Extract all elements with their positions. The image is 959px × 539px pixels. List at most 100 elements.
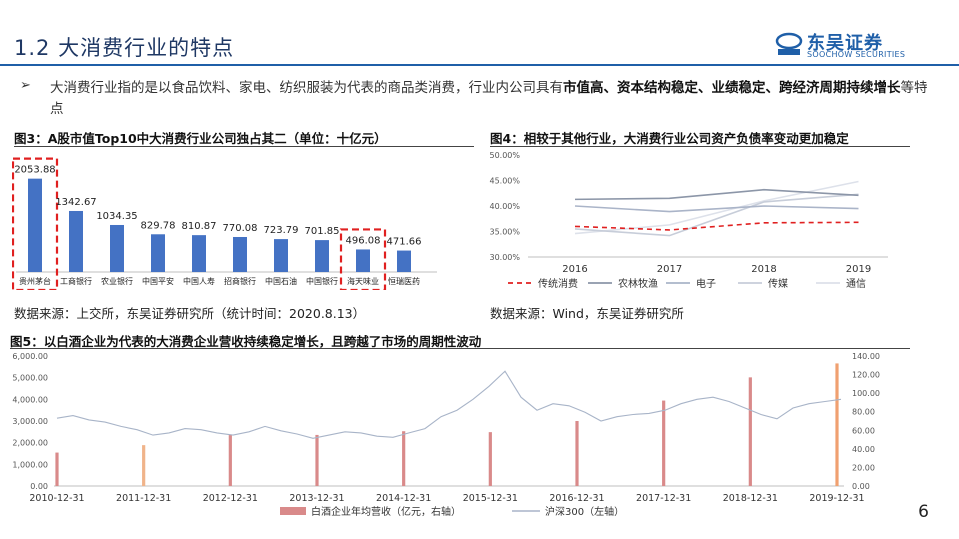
fig5-right-tick-label: 20.00 xyxy=(852,463,875,472)
fig3-value-label: 829.78 xyxy=(141,220,176,231)
fig3-source: 数据来源：上交所，东吴证券研究所（统计时间：2020.8.13） xyxy=(14,306,366,321)
fig3-title-underline xyxy=(14,146,474,147)
logo-text-cn: 东吴证券 xyxy=(807,33,883,54)
fig5-bar xyxy=(662,400,666,486)
fig5-left-tick-label: 1,000.00 xyxy=(12,460,48,469)
fig5-bar xyxy=(315,434,319,486)
fig4-source: 数据来源：Wind，东吴证券研究所 xyxy=(490,306,684,321)
fig5-chart: 6,000.00 5,000.00 4,000.00 3,000.00 2,000.00… xyxy=(12,352,880,518)
fig5-legend-line-label: 沪深300（左轴） xyxy=(545,505,624,518)
fig4-ytick-label: 50.00% xyxy=(489,151,520,160)
fig4-series-line xyxy=(574,221,859,231)
fig5-xtick-label: 2012-12-31 xyxy=(203,493,258,504)
fig3-category-label: 中国平安 xyxy=(142,276,174,286)
fig5-legend-bar-label: 白酒企业年均营收（亿元，右轴） xyxy=(311,505,461,518)
fig5-bar xyxy=(55,452,59,486)
fig3-value-label: 770.08 xyxy=(223,223,258,234)
fig5-left-tick-label: 6,000.00 xyxy=(12,352,48,361)
logo-text-en: SOOCHOW SECURITIES xyxy=(807,50,906,59)
fig4-series-line xyxy=(574,205,859,213)
fig3-value-label: 1342.67 xyxy=(55,197,96,208)
fig5-xtick-label: 2019-12-31 xyxy=(809,493,864,504)
fig4-legend-label: 传媒 xyxy=(768,278,788,290)
fig5-bar xyxy=(835,363,839,486)
fig3-category-label: 中国银行 xyxy=(306,276,338,286)
fig3-category-label: 中国人寿 xyxy=(183,276,215,286)
logo-mark-icon xyxy=(775,32,803,55)
fig4-xtick-label: 2019 xyxy=(846,264,871,275)
fig5-right-tick-label: 80.00 xyxy=(852,408,875,417)
fig5-bar xyxy=(142,445,146,486)
fig3-bar xyxy=(110,224,124,272)
fig5-bar xyxy=(228,434,232,486)
fig3-category-label: 招商银行 xyxy=(224,276,256,286)
fig5-left-tick-label: 5,000.00 xyxy=(12,374,48,383)
fig4-ytick-label: 45.00% xyxy=(489,177,520,186)
fig3-category-label: 恒瑞医药 xyxy=(388,276,420,286)
fig4-legend-label: 传统消费 xyxy=(538,277,578,290)
fig4-xtick-label: 2017 xyxy=(657,264,682,275)
fig5-xtick-label: 2013-12-31 xyxy=(289,493,344,504)
intro-text: 大消费行业指的是以食品饮料、家电、纺织服装为代表的商品类消费，行业内公司具有 xyxy=(50,80,563,96)
fig3-highlight-box xyxy=(339,228,387,290)
fig5-xtick-label: 2018-12-31 xyxy=(723,493,778,504)
fig4-ytick-label: 40.00% xyxy=(489,202,520,211)
fig5-right-tick-label: 0.00 xyxy=(852,482,870,491)
fig4-series-line xyxy=(574,193,859,237)
fig5-title-underline xyxy=(10,348,910,349)
fig4-legend-label: 农林牧渔 xyxy=(618,277,658,290)
fig5-xtick-label: 2017-12-31 xyxy=(636,493,691,504)
fig3-value-label: 1034.35 xyxy=(96,211,137,222)
fig4-ytick-label: 30.00% xyxy=(489,253,520,262)
fig3-chart: 2053.88 贵州茅台 1342.67 工商银行 1034.35 农业银行 829.78 中… xyxy=(12,157,437,290)
company-logo: 东吴证券 SOOCHOW SECURITIES xyxy=(775,30,945,60)
fig3-value-label: 810.87 xyxy=(182,221,217,232)
fig5-right-tick-label: 120.00 xyxy=(852,371,880,380)
fig3-category-label: 海天味业 xyxy=(347,276,379,286)
intro-paragraph: 大消费行业指的是以食品饮料、家电、纺织服装为代表的商品类消费，行业内公司具有市值… xyxy=(50,78,930,120)
fig5-line xyxy=(56,370,842,439)
fig5-left-tick-label: 0.00 xyxy=(30,482,48,491)
intro-bold-text: 市值高、资本结构稳定、业绩稳定、跨经济周期持续增长 xyxy=(563,80,901,96)
fig5-bar xyxy=(488,432,492,486)
fig3-bar xyxy=(315,240,329,272)
fig5-right-tick-label: 100.00 xyxy=(852,389,880,398)
bullet-icon: ➢ xyxy=(20,78,31,93)
fig5-right-tick-label: 60.00 xyxy=(852,426,875,435)
fig5-xtick-label: 2016-12-31 xyxy=(549,493,604,504)
fig4-title-underline xyxy=(490,146,910,147)
fig4-title: 图4：相较于其他行业，大消费行业公司资产负债率变动更加稳定 xyxy=(490,131,849,146)
fig4-series-line xyxy=(574,188,859,201)
fig3-category-label: 贵州茅台 xyxy=(19,276,51,286)
header-divider xyxy=(0,64,959,66)
fig5-left-tick-label: 3,000.00 xyxy=(12,417,48,426)
fig4-legend-label: 通信 xyxy=(846,278,866,290)
fig4-ytick-label: 35.00% xyxy=(489,228,520,237)
fig3-category-label: 中国石油 xyxy=(265,276,297,286)
page-number: 6 xyxy=(918,502,929,522)
page-title: 1.2 大消费行业的特点 xyxy=(14,36,235,60)
fig3-bar xyxy=(397,250,411,272)
fig3-category-label: 农业银行 xyxy=(101,276,133,286)
fig3-value-label: 723.79 xyxy=(264,225,299,236)
fig3-category-label: 工商银行 xyxy=(60,276,92,286)
fig5-left-tick-label: 4,000.00 xyxy=(12,395,48,404)
fig3-value-label: 471.66 xyxy=(387,237,422,248)
fig3-bar xyxy=(192,235,206,272)
fig3-bar xyxy=(69,210,83,272)
fig3-bar xyxy=(274,239,288,272)
fig5-xtick-label: 2014-12-31 xyxy=(376,493,431,504)
fig3-bar xyxy=(356,249,370,272)
fig5-bar xyxy=(575,421,579,486)
fig4-xtick-label: 2018 xyxy=(751,264,776,275)
fig3-value-label: 701.85 xyxy=(305,226,340,237)
fig5-xtick-label: 2015-12-31 xyxy=(463,493,518,504)
fig5-xtick-label: 2010-12-31 xyxy=(29,493,84,504)
fig3-value-label: 2053.88 xyxy=(14,165,55,176)
fig3-bar xyxy=(151,234,165,272)
fig5-legend-bar-swatch xyxy=(280,507,306,515)
fig4-legend-label: 电子 xyxy=(696,277,716,290)
fig3-value-label: 496.08 xyxy=(346,235,381,246)
fig4-series-line xyxy=(574,180,859,235)
fig3-bar xyxy=(28,178,42,272)
